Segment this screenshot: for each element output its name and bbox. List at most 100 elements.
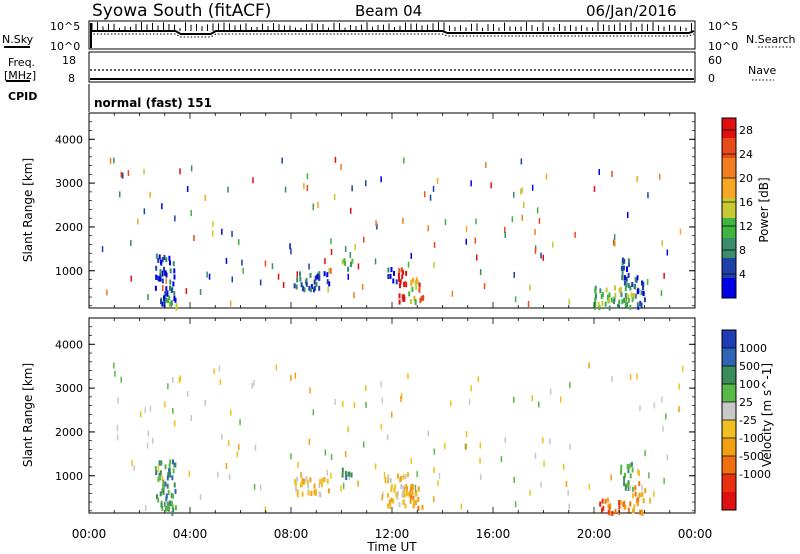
cluster-cell bbox=[343, 258, 346, 264]
echo-cell bbox=[504, 226, 506, 233]
cluster-cell bbox=[412, 277, 415, 283]
cluster-cell bbox=[316, 274, 319, 280]
echo-cell bbox=[300, 471, 302, 478]
echo-cell bbox=[127, 170, 130, 177]
echo-cell bbox=[119, 191, 121, 198]
cluster-cell bbox=[636, 275, 639, 281]
echo-cell bbox=[427, 430, 429, 437]
cluster-cell bbox=[344, 260, 347, 266]
echo-cell bbox=[221, 228, 223, 235]
echo-cell bbox=[520, 188, 522, 195]
echo-cell bbox=[188, 470, 191, 477]
cluster-cell bbox=[159, 269, 162, 275]
cluster-cell bbox=[640, 302, 643, 308]
echo-cell bbox=[427, 225, 429, 232]
echo-cell bbox=[174, 420, 176, 427]
echo-cell bbox=[475, 218, 477, 225]
cluster-cell bbox=[631, 486, 634, 492]
echo-cell bbox=[161, 475, 164, 482]
cluster-cell bbox=[627, 283, 630, 289]
echo-cell bbox=[114, 370, 116, 377]
cluster-cell bbox=[627, 468, 630, 474]
echo-cell bbox=[365, 180, 367, 187]
echo-cell bbox=[465, 431, 468, 437]
cluster-cell bbox=[163, 295, 166, 301]
echo-cell bbox=[540, 252, 542, 259]
cluster-cell bbox=[628, 463, 631, 469]
cluster-cell bbox=[621, 257, 624, 263]
cluster-cell bbox=[299, 482, 302, 488]
echo-cell bbox=[231, 230, 233, 237]
cluster-cell bbox=[400, 267, 403, 273]
cluster-cell bbox=[318, 285, 321, 291]
cluster-cell bbox=[169, 472, 172, 477]
echo-cell bbox=[264, 506, 267, 513]
echo-cell bbox=[613, 234, 616, 241]
echo-cell bbox=[549, 438, 551, 445]
echo-cell bbox=[213, 368, 215, 375]
y-tick-label: 2000 bbox=[55, 221, 83, 234]
cluster-cell bbox=[397, 272, 400, 278]
echo-cell bbox=[432, 185, 435, 192]
cluster-cell bbox=[404, 473, 407, 479]
cluster-cell bbox=[625, 276, 628, 282]
cluster-cell bbox=[159, 273, 162, 279]
cluster-cell bbox=[624, 286, 627, 292]
echo-cell bbox=[238, 239, 240, 246]
cluster-cell bbox=[164, 464, 167, 470]
cluster-cell bbox=[402, 474, 405, 480]
cluster-cell bbox=[625, 282, 628, 288]
cluster-cell bbox=[622, 265, 625, 271]
echo-cell bbox=[403, 157, 405, 164]
echo-cell bbox=[423, 191, 426, 198]
cluster-cell bbox=[323, 477, 326, 483]
echo-cell bbox=[296, 271, 298, 278]
echo-cell bbox=[429, 194, 432, 201]
echo-cell bbox=[179, 375, 182, 382]
echo-cell bbox=[383, 472, 386, 478]
echo-cell bbox=[433, 262, 435, 268]
colorbar-frame bbox=[721, 117, 737, 299]
cluster-cell bbox=[629, 285, 632, 291]
cluster-cell bbox=[618, 287, 621, 293]
echo-cell bbox=[239, 419, 241, 426]
cluster-cell bbox=[305, 281, 308, 287]
echo-cell bbox=[534, 247, 537, 254]
colorbar-segment bbox=[722, 492, 736, 511]
echo-cell bbox=[186, 391, 189, 397]
station-title: Syowa South (fitACF) bbox=[92, 1, 271, 21]
cluster-cell bbox=[167, 472, 170, 478]
echo-cell bbox=[665, 413, 667, 420]
cluster-cell bbox=[410, 483, 413, 489]
cluster-cell bbox=[296, 489, 299, 495]
cluster-cell bbox=[172, 261, 175, 267]
cluster-cell bbox=[401, 274, 404, 280]
cluster-cell bbox=[608, 292, 611, 298]
echo-cell bbox=[410, 252, 412, 259]
echo-cell bbox=[470, 385, 472, 392]
cluster-cell bbox=[620, 469, 622, 475]
echo-cell bbox=[147, 294, 149, 301]
echo-cell bbox=[330, 238, 332, 245]
colorbar-tick-label: 100 bbox=[739, 378, 760, 391]
cluster-cell bbox=[163, 255, 166, 260]
cluster-cell bbox=[174, 505, 177, 511]
echo-cell bbox=[637, 468, 639, 475]
cluster-cell bbox=[611, 510, 614, 516]
echo-cell bbox=[334, 156, 337, 163]
echo-cell bbox=[374, 463, 377, 470]
cluster-cell bbox=[321, 482, 323, 488]
echo-cell bbox=[460, 503, 463, 510]
colorbar-tick-label: 8 bbox=[739, 244, 746, 257]
cluster-cell bbox=[627, 486, 630, 491]
echo-cell bbox=[259, 484, 262, 491]
power-frame bbox=[88, 112, 696, 309]
echo-cell bbox=[610, 474, 612, 481]
echo-cell bbox=[513, 476, 515, 483]
echo-cell bbox=[231, 276, 233, 283]
echo-cell bbox=[326, 469, 328, 476]
cluster-cell bbox=[173, 291, 176, 296]
cluster-cell bbox=[163, 501, 166, 507]
echo-cell bbox=[199, 494, 202, 500]
cluster-cell bbox=[634, 277, 637, 283]
